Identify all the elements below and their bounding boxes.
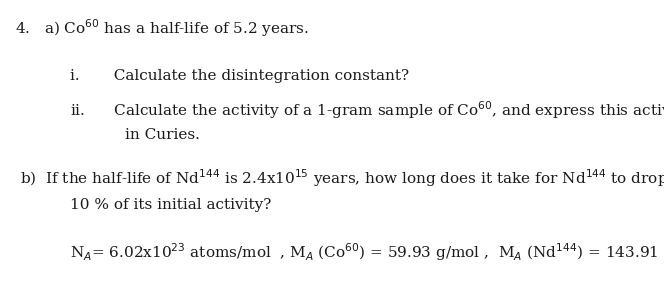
Text: 4.   a) Co$^{60}$ has a half-life of 5.2 years.: 4. a) Co$^{60}$ has a half-life of 5.2 y… — [15, 18, 309, 39]
Text: 10 % of its initial activity?: 10 % of its initial activity? — [70, 198, 271, 212]
Text: i.       Calculate the disintegration constant?: i. Calculate the disintegration constant… — [70, 69, 409, 83]
Text: b)  If the half-life of Nd$^{144}$ is 2.4x10$^{15}$ years, how long does it take: b) If the half-life of Nd$^{144}$ is 2.4… — [20, 168, 664, 189]
Text: in Curies.: in Curies. — [125, 128, 200, 142]
Text: N$_A$= 6.02x10$^{23}$ atoms/mol  , M$_A$ (Co$^{60}$) = 59.93 g/mol ,  M$_A$ (Nd$: N$_A$= 6.02x10$^{23}$ atoms/mol , M$_A$ … — [70, 241, 664, 263]
Text: ii.      Calculate the activity of a 1-gram sample of Co$^{60}$, and express thi: ii. Calculate the activity of a 1-gram s… — [70, 100, 664, 121]
